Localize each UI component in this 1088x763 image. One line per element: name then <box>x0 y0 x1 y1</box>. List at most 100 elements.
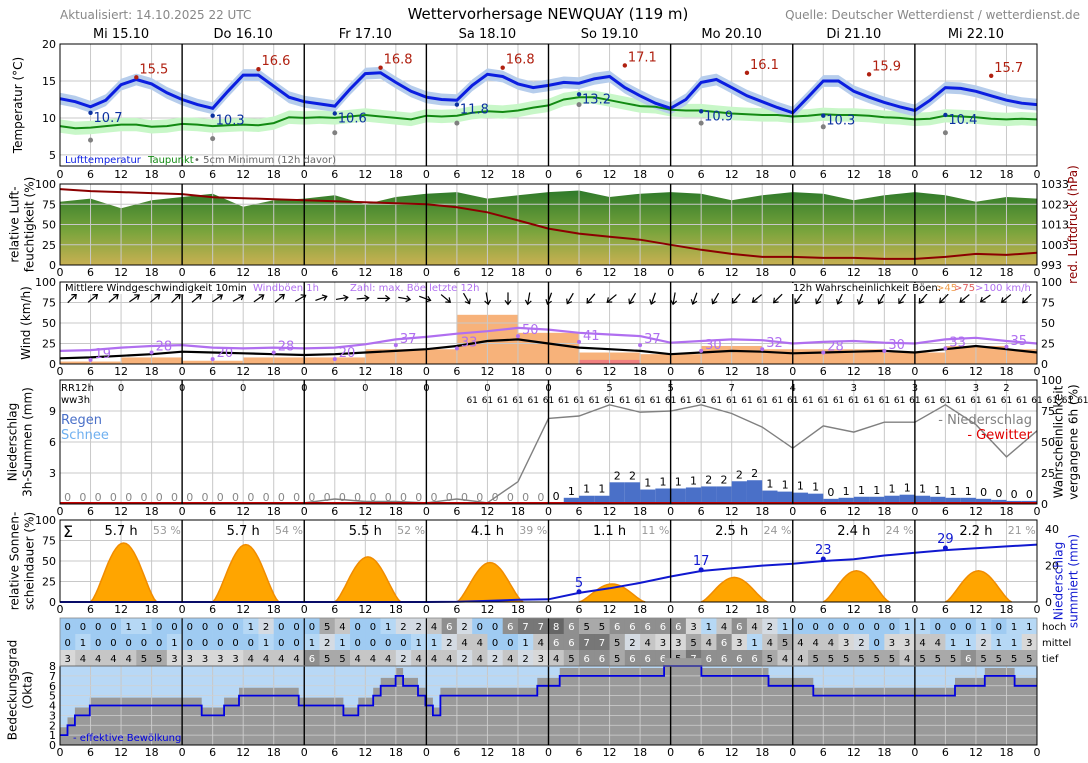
arrow-shaft <box>87 294 98 303</box>
wind-hour-tick: 6 <box>87 365 94 378</box>
cloud-hour-tick: 6 <box>453 746 460 759</box>
precip-hour-tick: 6 <box>942 505 949 518</box>
wind-right-ytick: 50 <box>1041 317 1055 330</box>
cloud-layer-cell <box>746 634 763 650</box>
wind-direction-arrow <box>918 293 928 304</box>
cloud-layer-value: 6 <box>629 654 635 665</box>
precip-hour-tick: 12 <box>236 505 250 518</box>
cloud-layer-cell <box>197 634 213 650</box>
precip-bar-label: 1 <box>659 476 666 489</box>
precip-bar-label: 1 <box>888 483 895 496</box>
cloud-layer-value: 1 <box>980 622 986 633</box>
cloud-layer-value: 3 <box>843 638 849 649</box>
temp-hour-tick: 0 <box>789 168 796 181</box>
cloud-layer-value: 0 <box>843 622 849 633</box>
ww3h-code: 61 <box>985 396 996 406</box>
rr12h-value: 0 <box>423 383 429 394</box>
arrow-shaft <box>212 294 223 303</box>
cloud-layer-cell <box>288 650 305 666</box>
arrow-shaft <box>274 294 285 303</box>
cloud-layer-value: 6 <box>721 638 727 649</box>
sunshine-area <box>579 584 646 602</box>
cloud-layer-value: 6 <box>599 654 605 665</box>
gust-max-marker <box>271 350 276 355</box>
cloud-layer-cell <box>304 634 320 650</box>
wind-hour-tick: 18 <box>389 365 403 378</box>
precip-bar-label: 0 <box>385 491 392 504</box>
cloud-layer-cell <box>136 634 152 650</box>
wind-direction-arrow <box>628 292 637 305</box>
precip-cumulative-label: 17 <box>693 554 710 569</box>
cloud-layer-value: 4 <box>477 654 483 665</box>
cloud-layer-cell <box>60 618 76 634</box>
wind-hour-tick: 18 <box>267 365 281 378</box>
cloud-layer-cell <box>60 634 76 650</box>
cloud-layer-cell <box>655 618 671 634</box>
arrow-head <box>364 294 370 302</box>
cloud-ytick: 6 <box>49 680 56 693</box>
cloud-layer-cell <box>243 650 259 666</box>
cloud-layer-cell <box>395 634 412 650</box>
cloud-layer-value: 4 <box>95 654 101 665</box>
humidity-hour-tick: 12 <box>114 266 128 279</box>
wind-direction-arrow <box>171 293 181 304</box>
cloud-layer-value: 6 <box>645 654 651 665</box>
wind-direction-arrow <box>524 292 532 306</box>
sun-hour-tick: 12 <box>480 603 494 616</box>
precip-bar <box>914 495 931 504</box>
temp-min-marker <box>576 92 582 97</box>
day-label: Sa 18.10 <box>459 27 517 42</box>
arrow-head <box>1022 297 1028 304</box>
temp-ytick: 15 <box>42 75 56 88</box>
arrow-head <box>794 298 801 305</box>
wind-right-ytick: 75 <box>1041 297 1055 310</box>
cloud-layer-value: 6 <box>675 622 681 633</box>
cloud-layer-value: 5 <box>919 654 925 665</box>
precip-bar <box>746 480 763 504</box>
precip-bar-label: 0 <box>553 490 560 503</box>
legend-wind-speed: Mittlere Windgeschwindigkeit 10min <box>65 283 247 294</box>
wind-ytick: 50 <box>42 317 56 330</box>
arrow-shaft <box>440 294 451 303</box>
cloud-layer-cell <box>75 618 91 634</box>
cloud-layer-cell <box>273 650 290 666</box>
cloud-layer-value: 6 <box>583 654 589 665</box>
gust-max-label: 20 <box>217 346 234 361</box>
arrow-head <box>979 296 986 303</box>
sun-hour-tick: 6 <box>453 603 460 616</box>
precip-ytick: 6 <box>49 436 56 449</box>
arrow-shaft <box>794 293 803 304</box>
gust-probability-bar <box>1006 349 1037 364</box>
arrow-shaft <box>485 292 489 305</box>
precip-cumulative-marker <box>698 567 704 573</box>
cloud-layer-cell <box>273 634 290 650</box>
cloud-layer-value: 0 <box>858 622 864 633</box>
sun-hour-tick: 0 <box>545 603 552 616</box>
cloud-layer-value: 1 <box>248 622 254 633</box>
arrow-head <box>815 298 822 305</box>
cloud-layer-cell <box>579 650 595 666</box>
cloud-layer-cell <box>762 650 778 666</box>
cloud-layer-cell <box>334 618 351 634</box>
arrow-shaft <box>606 294 617 303</box>
ground-min-marker <box>210 136 216 142</box>
precip-bar <box>930 496 946 504</box>
cloud-layer-value: 5 <box>599 622 605 633</box>
day-label: Di 21.10 <box>826 27 881 42</box>
cloud-layer-cell <box>441 618 458 634</box>
cloud-layer-cell <box>930 634 946 650</box>
cloud-layer-cell <box>823 650 839 666</box>
precip-hour-tick: 18 <box>145 505 159 518</box>
cloud-layer-value: 1 <box>385 622 391 633</box>
wind-hour-tick: 6 <box>820 365 827 378</box>
ww3h-code: 61 <box>619 396 630 406</box>
cloud-layer-cell <box>624 618 641 634</box>
arrow-shaft <box>566 292 574 304</box>
arrow-head <box>217 294 224 300</box>
precip-bar-label: 0 <box>446 491 453 504</box>
arrow-shaft <box>232 294 244 302</box>
arrow-head <box>690 299 698 305</box>
legend-gt45: >45 <box>936 283 957 294</box>
precip-bar-label: 2 <box>751 467 758 480</box>
humidity-hour-tick: 0 <box>789 266 796 279</box>
